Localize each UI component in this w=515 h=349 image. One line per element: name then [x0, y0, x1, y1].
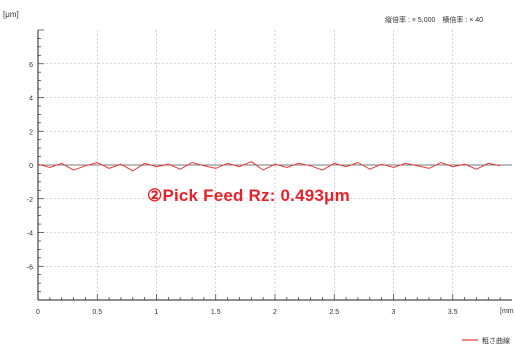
x-tick-label: 0	[36, 309, 40, 316]
series-layer	[37, 161, 501, 172]
x-tick-label: 1	[155, 309, 159, 316]
y-tick-label: -2	[27, 197, 33, 204]
roughness-profile-line	[37, 161, 501, 172]
y-tick-label: 2	[29, 129, 33, 136]
y-tick-label: 6	[29, 62, 33, 69]
x-tick-label: 3.5	[448, 309, 458, 316]
rz-annotation: ②Pick Feed Rz: 0.493μm	[147, 186, 350, 205]
x-tick-label: 2	[273, 309, 277, 316]
y-tick-label: 4	[29, 96, 33, 103]
axes	[37, 29, 512, 301]
y-tick-label: -6	[27, 264, 33, 271]
tick-labels: 0 0.5 1 1.5 2 2.5 3 3.5 6 4 2 0 -2 -4 -6	[27, 62, 458, 316]
x-tick-label: 1.5	[211, 309, 221, 316]
scale-text: 縦倍率 : × 5,000 横倍率 : × 40	[385, 15, 483, 24]
x-tick-label: 3	[392, 309, 396, 316]
x-unit-label: [mm	[500, 308, 514, 315]
y-tick-label: -4	[27, 231, 33, 238]
legend-label: 粗さ曲線	[482, 336, 510, 345]
y-tick-label: 0	[29, 163, 33, 170]
x-tick-label: 0.5	[92, 309, 102, 316]
x-tick-label: 2.5	[329, 309, 339, 316]
legend: 粗さ曲線	[462, 336, 510, 345]
y-unit-label: [μm]	[3, 10, 19, 19]
